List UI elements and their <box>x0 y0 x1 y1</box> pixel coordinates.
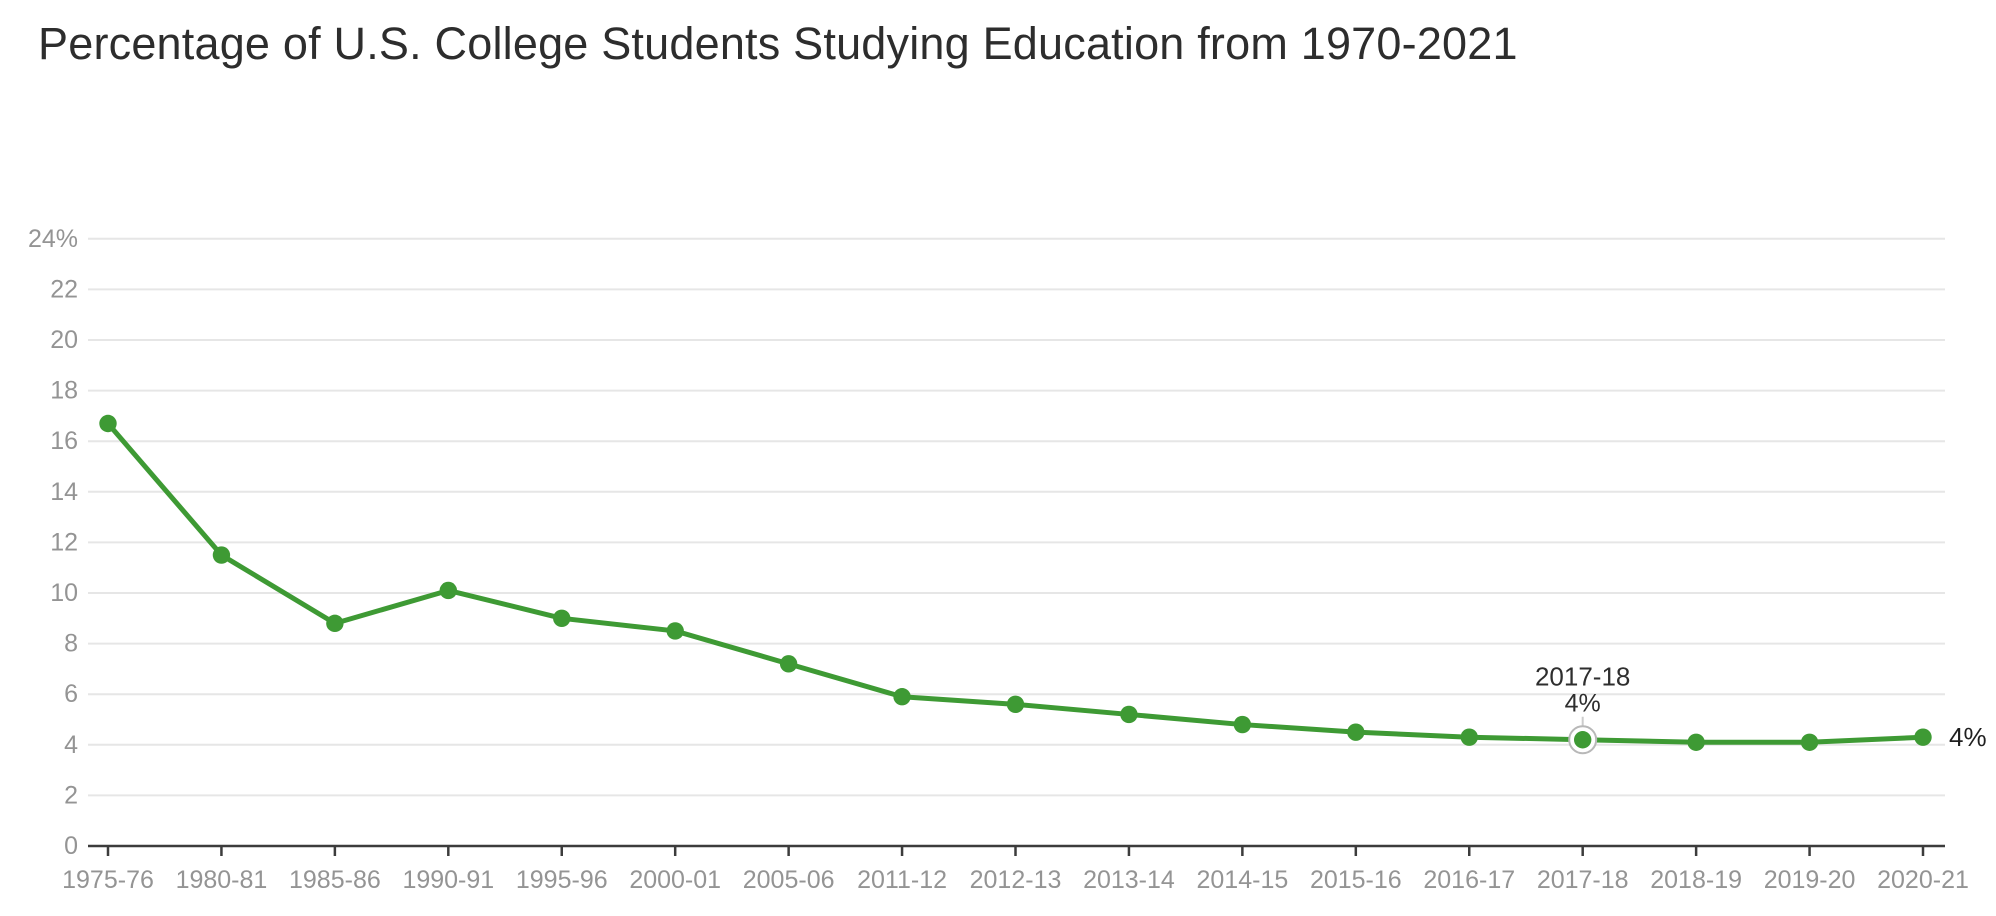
x-axis-tick-label: 2020-21 <box>1877 866 1969 894</box>
y-axis-tick-label: 2 <box>64 781 78 809</box>
y-axis-tick-label: 18 <box>50 377 78 405</box>
x-axis-tick-label: 2014-15 <box>1197 866 1289 894</box>
x-axis-tick-label: 2017-18 <box>1537 866 1629 894</box>
y-axis-tick-label: 0 <box>64 832 78 860</box>
data-point[interactable] <box>1687 733 1705 751</box>
data-point[interactable] <box>1006 695 1025 714</box>
x-axis-tick-label: 2000-01 <box>629 866 721 894</box>
x-axis-tick-label: 2016-17 <box>1423 866 1515 894</box>
x-axis-tick-label: 2015-16 <box>1310 866 1402 894</box>
x-axis-tick-label: 1985-86 <box>289 866 381 894</box>
data-point[interactable] <box>1460 728 1478 746</box>
data-point[interactable] <box>1233 715 1252 734</box>
data-point[interactable] <box>1914 728 1932 746</box>
data-point[interactable] <box>666 622 684 640</box>
x-axis-tick-label: 2011-12 <box>857 866 947 894</box>
y-axis-tick-label: 10 <box>50 579 78 607</box>
line-end-value-label: 4% <box>1949 722 1987 752</box>
data-point[interactable] <box>326 614 344 633</box>
y-axis-tick-label: 20 <box>50 326 78 354</box>
y-axis-tick-label: 6 <box>64 680 78 708</box>
data-point[interactable] <box>893 688 911 706</box>
data-point[interactable] <box>212 546 231 564</box>
page-title: Percentage of U.S. College Students Stud… <box>38 18 1518 69</box>
data-point[interactable] <box>99 414 117 433</box>
data-point[interactable] <box>553 609 571 627</box>
data-point[interactable] <box>1120 705 1138 724</box>
x-axis-tick-label: 1980-81 <box>176 866 268 894</box>
y-axis-tick-label: 22 <box>50 275 78 303</box>
hover-annotation-category-label: 2017-18 <box>1535 662 1630 692</box>
x-axis-tick-label: 1990-91 <box>402 866 494 894</box>
x-axis-tick-label: 2013-14 <box>1083 866 1175 894</box>
data-point[interactable] <box>779 655 798 673</box>
hover-annotation-value-label: 4% <box>1565 690 1601 718</box>
x-axis-tick-label: 2012-13 <box>970 866 1062 894</box>
y-axis-tick-label: 14 <box>50 478 78 506</box>
x-axis-tick-label: 1975-76 <box>62 866 154 894</box>
data-point[interactable] <box>1347 723 1365 741</box>
x-axis-tick-label: 2018-19 <box>1650 866 1742 894</box>
y-axis-tick-label: 12 <box>50 528 78 556</box>
y-axis-tick-label: 24% <box>28 225 78 253</box>
y-axis-tick-label: 4 <box>64 731 78 759</box>
data-point[interactable] <box>1800 733 1819 751</box>
data-point[interactable] <box>439 581 458 600</box>
x-axis-tick-label: 2019-20 <box>1764 866 1856 894</box>
x-axis-tick-label: 2005-06 <box>743 866 835 894</box>
y-axis-tick-label: 16 <box>50 427 78 455</box>
y-axis-tick-label: 8 <box>64 630 78 658</box>
data-point[interactable] <box>1573 731 1592 749</box>
x-axis-tick-label: 1995-96 <box>516 866 608 894</box>
